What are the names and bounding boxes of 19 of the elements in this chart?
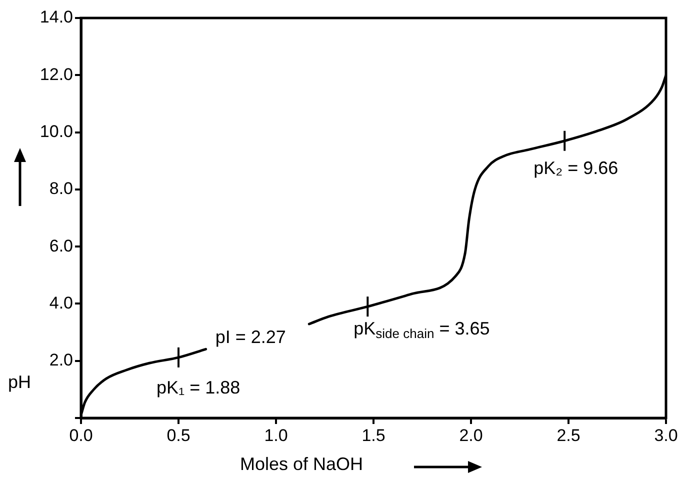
y-tick-label: 10.0	[40, 122, 73, 141]
x-axis-title: Moles of NaOH	[240, 454, 364, 475]
y-tick-label: 6.0	[49, 236, 73, 256]
y-tick-label: 14.0	[40, 8, 73, 27]
y-axis-title: pH	[8, 372, 32, 393]
x-tick-label: 2.0	[459, 426, 483, 445]
annotation: pK₁ = 1.88	[156, 377, 240, 398]
x-tick-label: 1.0	[264, 426, 288, 445]
y-tick-label: 12.0	[40, 64, 73, 84]
x-tick-label: 2.5	[556, 426, 580, 445]
x-tick-label: 3.0	[654, 426, 678, 445]
y-tick-label: 2.0	[49, 350, 73, 370]
x-tick-label: 0.5	[166, 426, 190, 445]
x-tick-label: 0.0	[69, 426, 93, 445]
x-tick-label: 1.5	[362, 426, 386, 445]
annotation: pK₂ = 9.66	[534, 158, 618, 178]
annotation: pI = 2.27	[215, 326, 286, 347]
y-tick-label: 4.0	[49, 293, 73, 312]
y-tick-label: 8.0	[49, 179, 73, 198]
